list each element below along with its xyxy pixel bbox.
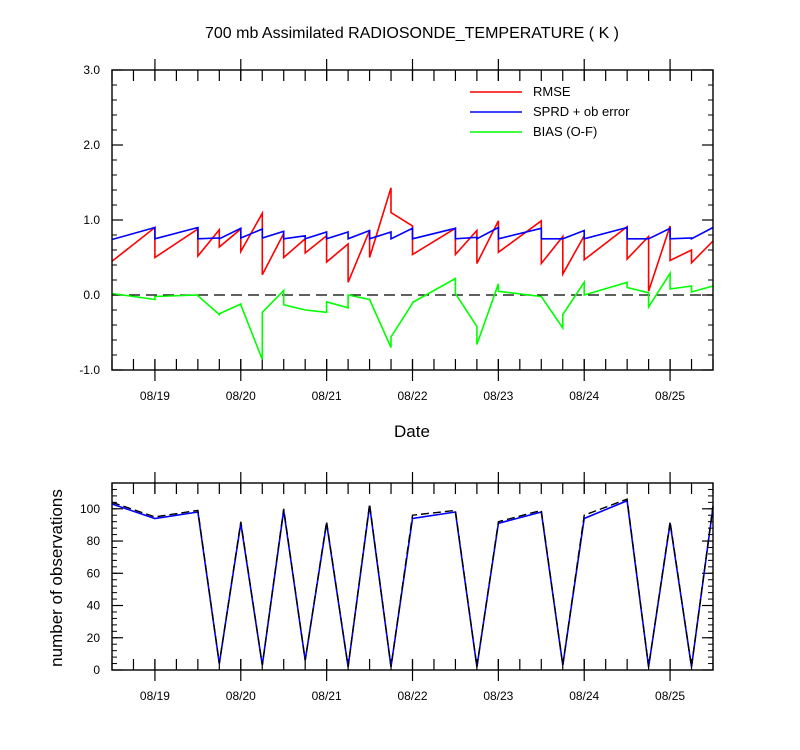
top-y-tick-label: -1.0 [79,363,100,377]
bottom-x-tick-label: 08/24 [569,689,599,703]
y-axis-title-observations: number of observations [47,489,66,667]
legend-label-2: BIAS (O-F) [533,124,597,139]
top-x-tick-label: 08/24 [569,389,599,403]
legend: RMSE SPRD + ob error BIAS (O-F) [470,84,630,139]
series-line-rmse [111,187,714,292]
series-line-observations-available [111,498,714,667]
top-x-tick-label: 08/19 [140,389,170,403]
x-axis-title: Date [394,422,430,441]
bottom-y-tick-label: 20 [87,631,101,645]
top-plot-frame [111,69,714,371]
top-y-tick-label: 2.0 [83,138,100,152]
bottom-x-tick-label: 08/23 [483,689,513,703]
bottom-y-tick-label: 0 [93,663,100,677]
bottom-y-tick-label: 40 [87,599,101,613]
bottom-x-tick-label: 08/25 [655,689,685,703]
legend-label-0: RMSE [533,84,571,99]
bottom-plot-frame [111,482,714,671]
bottom-plot-area: 0 20 40 60 80 100 08/19 08/20 08/21 08/22 08/23 08/… [80,472,714,703]
top-y-tick-label: 1.0 [83,213,100,227]
chart-title: 700 mb Assimilated RADIOSONDE_TEMPERATUR… [205,25,619,42]
bottom-x-tick-label: 08/19 [140,689,170,703]
top-y-tick-label: 3.0 [83,63,100,77]
series-line-observations-assimilated [111,499,714,667]
bottom-y-tick-label: 80 [87,534,101,548]
top-x-tick-label: 08/22 [397,389,427,403]
top-x-tick-label: 08/25 [655,389,685,403]
top-plot-area: -1.0 0.0 1.0 2.0 3.0 08/19 08/20 08/21 08/22 08/2… [79,59,714,403]
bottom-x-tick-label: 08/21 [312,689,342,703]
top-x-tick-label: 08/23 [483,389,513,403]
top-y-tick-label: 0.0 [83,288,100,302]
bottom-x-tick-label: 08/22 [397,689,427,703]
top-x-tick-label: 08/21 [312,389,342,403]
legend-label-1: SPRD + ob error [533,104,630,119]
top-x-tick-label: 08/20 [226,389,256,403]
bottom-y-tick-label: 60 [87,566,101,580]
bottom-x-tick-label: 08/20 [226,689,256,703]
series-line-sprd-ob-error [111,226,714,241]
bottom-y-tick-label: 100 [80,502,100,516]
series-line-bias-o-f [111,270,714,360]
